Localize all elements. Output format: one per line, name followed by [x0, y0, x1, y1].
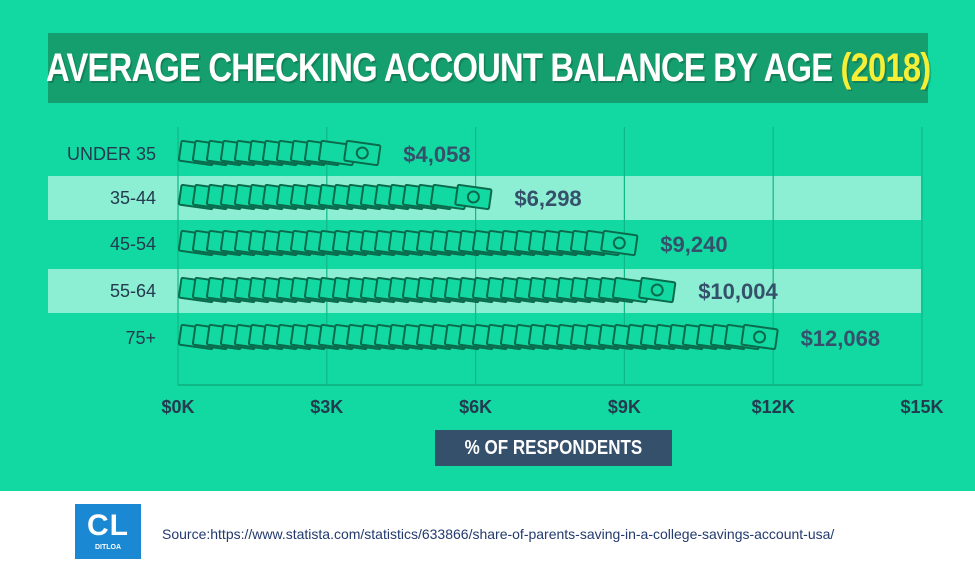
data-label: $12,068	[801, 326, 881, 351]
bill	[454, 183, 493, 211]
footer: CL DITLOA Source:https://www.statista.co…	[0, 491, 975, 583]
x-axis-label: % OF RESPONDENTS	[464, 436, 643, 459]
coin-icon	[612, 236, 626, 250]
x-tick-label: $3K	[310, 397, 343, 417]
x-tick-label: $15K	[900, 397, 943, 417]
x-axis-label-box: % OF RESPONDENTS	[435, 430, 672, 466]
coin-icon	[466, 190, 480, 204]
source-text: Source:https://www.statista.com/statisti…	[162, 526, 835, 542]
bar	[177, 139, 382, 167]
coin-icon	[650, 283, 664, 297]
chart-title: AVERAGE CHECKING ACCOUNT BALANCE BY AGE(…	[45, 45, 931, 91]
category-label: UNDER 35	[67, 144, 156, 164]
category-label: 75+	[125, 328, 156, 348]
coin-icon	[355, 146, 369, 160]
x-tick-label: $12K	[752, 397, 795, 417]
bill	[343, 139, 382, 167]
bar	[177, 229, 639, 257]
logo-letters: CL	[87, 509, 129, 542]
bill	[740, 323, 779, 351]
bill	[600, 229, 639, 257]
data-label: $9,240	[660, 232, 727, 257]
category-label: 45-54	[110, 234, 156, 254]
data-label: $10,004	[698, 279, 778, 304]
bar	[177, 183, 493, 211]
category-label: 35-44	[110, 188, 156, 208]
bar	[177, 276, 677, 304]
title-banner: AVERAGE CHECKING ACCOUNT BALANCE BY AGE(…	[45, 33, 931, 103]
category-label: 55-64	[110, 281, 156, 301]
infographic-area: AVERAGE CHECKING ACCOUNT BALANCE BY AGE(…	[45, 33, 944, 466]
title-year: (2018)	[840, 45, 931, 90]
x-tick-label: $0K	[161, 397, 194, 417]
bill	[638, 276, 677, 304]
x-tick-label: $6K	[459, 397, 492, 417]
data-label: $4,058	[403, 142, 470, 167]
bar	[177, 323, 779, 351]
ditloa-logo: CL DITLOA	[75, 504, 141, 559]
logo-subtext: DITLOA	[94, 544, 122, 551]
bar-chart: $4,058 UNDER 35 $6,298 35-44 $9,240 45-54 $10,…	[48, 127, 944, 417]
data-label: $6,298	[514, 186, 581, 211]
x-tick-label: $9K	[608, 397, 641, 417]
coin-icon	[753, 330, 767, 344]
title-main: AVERAGE CHECKING ACCOUNT BALANCE BY AGE	[45, 45, 833, 90]
